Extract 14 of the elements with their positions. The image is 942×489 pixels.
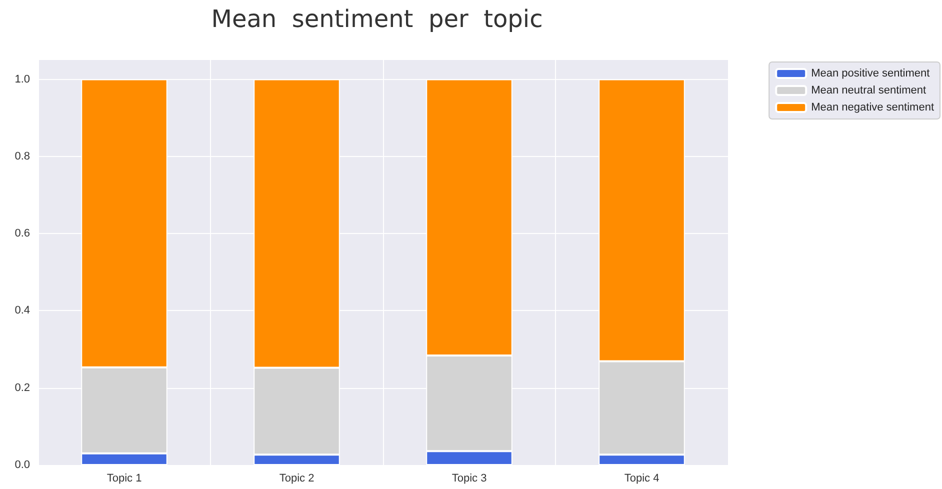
y-tick-label: 0.6 bbox=[14, 228, 30, 240]
y-tick-label: 0.2 bbox=[14, 382, 30, 394]
y-tick-label: 1.0 bbox=[14, 73, 30, 86]
legend-label: Mean positive sentiment bbox=[811, 68, 930, 80]
x-tick-label: Topic 3 bbox=[452, 472, 487, 484]
legend-label: Mean negative sentiment bbox=[811, 102, 934, 114]
x-tick-label: Topic 4 bbox=[624, 472, 660, 484]
y-tick-label: 0.4 bbox=[14, 304, 30, 317]
legend-label: Mean neutral sentiment bbox=[811, 84, 926, 96]
y-tick-label: 0.0 bbox=[14, 459, 30, 471]
x-tick-label: Topic 1 bbox=[106, 472, 142, 484]
x-tick-label: Topic 2 bbox=[279, 472, 314, 484]
chart-title: Mean sentiment per topic bbox=[211, 5, 543, 33]
y-tick-label: 0.8 bbox=[14, 150, 30, 162]
